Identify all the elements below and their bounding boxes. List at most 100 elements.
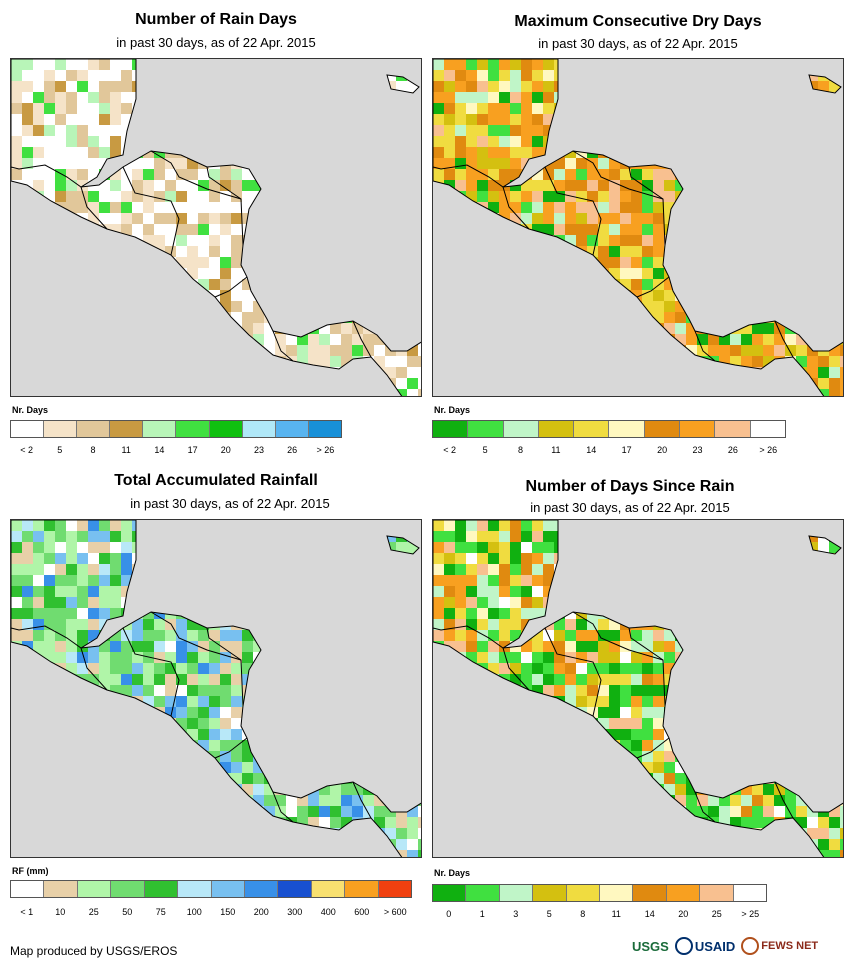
usgs-logo: USGS: [632, 938, 669, 954]
fews-net-seal-icon: [741, 937, 760, 955]
legend-swatch: [466, 885, 500, 901]
footer-credit: Map produced by USGS/EROS: [10, 944, 178, 958]
panel-1-legend-ticks: < 2 5 8 11 14 17 20 23 26 > 26: [10, 445, 342, 457]
legend-tick-label: 14: [154, 445, 165, 455]
map-grid: [11, 59, 421, 396]
coastline: [11, 520, 421, 857]
legend-swatch: [433, 421, 469, 437]
country-border: [206, 627, 244, 707]
country-border: [272, 330, 294, 362]
legend-swatch: [644, 421, 681, 437]
legend-tick-label: 8: [90, 445, 96, 455]
country-border: [774, 320, 794, 358]
legend-swatch: [244, 881, 279, 897]
legend-tick-label: 20: [220, 445, 231, 455]
legend-tick-label: 1: [479, 909, 485, 919]
legend-swatch: [11, 421, 45, 437]
legend-swatch: [111, 881, 145, 897]
legend-tick-label: 23: [253, 445, 265, 455]
panel-1-map: [10, 58, 422, 397]
country-border: [628, 166, 666, 246]
panel-3-map: [10, 519, 422, 858]
legend-tick-label: 25: [88, 907, 99, 917]
legend-tick-label: > 600: [383, 907, 407, 917]
panel-2-title: Maximum Consecutive Dry Days: [514, 13, 762, 30]
map-canvas: [11, 520, 421, 857]
panel-3-legend-ticks: < 1 10 25 50 75 100 150 200 300 400 600 > 600: [10, 907, 412, 919]
legend-tick-label: < 1: [20, 907, 34, 917]
panel-1-title: Number of Rain Days: [135, 11, 297, 28]
legend-swatch: [311, 881, 346, 897]
legend-tick-label: 26: [287, 445, 298, 455]
legend-tick-label: 17: [621, 445, 632, 455]
legend-swatch: [211, 881, 245, 897]
legend-swatch: [77, 421, 111, 437]
legend-tick-label: 5: [482, 445, 488, 455]
legend-swatch: [275, 421, 309, 437]
coastline: [11, 59, 421, 396]
panel-2-legend-ticks: < 2 5 8 11 14 17 20 23 26 > 26: [432, 445, 786, 457]
country-border: [502, 186, 530, 230]
legend-swatch: [750, 421, 785, 437]
legend-swatch: [144, 881, 179, 897]
panel-4-subtitle: in past 30 days, as of 22 Apr. 2015: [530, 500, 730, 515]
country-border: [80, 186, 108, 230]
legend-swatch: [468, 421, 504, 437]
panel-1-legend: [10, 420, 342, 438]
legend-tick-label: 11: [121, 445, 131, 455]
legend-swatch: [633, 885, 667, 901]
legend-swatch: [308, 421, 341, 437]
legend-swatch: [600, 885, 634, 901]
country-border: [572, 611, 664, 661]
legend-tick-label: 20: [678, 909, 689, 919]
map-grid: [11, 520, 421, 857]
country-border: [272, 791, 294, 823]
legend-tick-label: 14: [586, 445, 597, 455]
country-border: [150, 150, 242, 200]
panel-1-subtitle: in past 30 days, as of 22 Apr. 2015: [116, 35, 316, 50]
country-border: [214, 737, 248, 759]
legend-swatch: [433, 885, 467, 901]
legend-tick-label: 400: [320, 907, 336, 917]
country-border: [774, 781, 794, 819]
legend-swatch: [44, 421, 78, 437]
legend-tick-label: 300: [287, 907, 303, 917]
partner-logos: USGS USAID FEWS NET: [632, 932, 846, 960]
legend-tick-label: 25: [711, 909, 722, 919]
legend-tick-label: < 2: [20, 445, 33, 455]
legend-swatch: [345, 881, 379, 897]
country-border: [214, 276, 248, 298]
legend-swatch: [533, 885, 567, 901]
usaid-logo: USAID: [674, 937, 736, 955]
usaid-seal-icon: [674, 937, 693, 955]
country-border: [206, 166, 244, 246]
legend-tick-label: > 26: [759, 445, 778, 455]
country-border: [694, 330, 716, 362]
legend-tick-label: 8: [580, 909, 586, 919]
legend-swatch: [77, 881, 112, 897]
legend-tick-label: 75: [155, 907, 166, 917]
legend-tick-label: 5: [546, 909, 552, 919]
legend-tick-label: 3: [513, 909, 519, 919]
legend-tick-label: 200: [253, 907, 269, 917]
legend-tick-label: 14: [644, 909, 655, 919]
panel-2-legend: [432, 420, 786, 438]
legend-tick-label: 50: [122, 907, 133, 917]
legend-swatch: [11, 881, 45, 897]
usaid-logo-text: USAID: [694, 938, 736, 954]
country-border: [352, 320, 372, 358]
legend-swatch: [499, 885, 534, 901]
country-border: [150, 611, 242, 661]
legend-tick-label: 0: [446, 909, 452, 919]
legend-tick-label: 23: [692, 445, 703, 455]
country-border: [352, 781, 372, 819]
country-border: [80, 647, 108, 691]
legend-swatch: [176, 421, 210, 437]
legend-swatch: [680, 421, 716, 437]
legend-tick-label: 17: [187, 445, 198, 455]
panel-3-title: Total Accumulated Rainfall: [114, 472, 318, 489]
legend-swatch: [44, 881, 78, 897]
legend-swatch: [733, 885, 767, 901]
panel-2-legend-title: Nr. Days: [434, 405, 471, 415]
panel-4-map: [432, 519, 844, 858]
